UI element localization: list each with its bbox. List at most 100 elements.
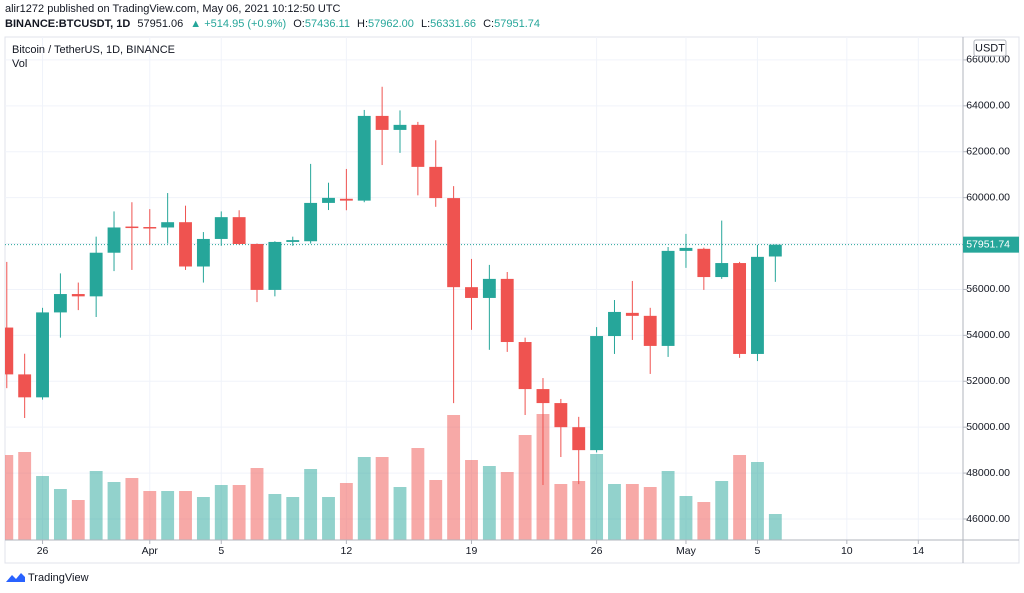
candle-body [715, 263, 729, 278]
candle-body [286, 240, 300, 242]
x-tick-label: 19 [466, 545, 478, 557]
volume-bar [643, 487, 657, 540]
candle-body [214, 217, 228, 239]
candle-body [429, 166, 443, 199]
volume-bar [751, 462, 764, 540]
volume-bar [590, 454, 604, 540]
volume-bar [482, 466, 496, 540]
volume-bar [161, 491, 175, 540]
candle-body [500, 278, 514, 343]
logo-icon [6, 573, 25, 582]
candle-body [572, 427, 586, 451]
volume-bar [232, 485, 246, 540]
y-tick-label: 56000.00 [966, 283, 1010, 295]
currency[interactable]: USDT [975, 42, 1005, 54]
volume-bar [143, 491, 157, 540]
symbol: BINANCE:BTCUSDT, 1D [5, 18, 130, 30]
candle-body [125, 226, 139, 229]
candle-body [536, 389, 550, 404]
volume-bar [179, 491, 192, 540]
candle-body [768, 244, 782, 257]
candle-body [751, 256, 764, 354]
candle-body [411, 124, 425, 167]
candle-body [304, 202, 318, 242]
volume-bar [107, 482, 121, 540]
x-tick-label: 10 [841, 545, 853, 557]
y-tick-label: 62000.00 [966, 146, 1010, 158]
candle-body [322, 197, 335, 203]
volume-label: Vol [12, 58, 27, 70]
y-tick-label: 54000.00 [966, 329, 1010, 341]
volume-bar [608, 484, 621, 540]
candle-body [375, 115, 389, 130]
y-tick-label: 48000.00 [966, 467, 1010, 479]
volume-bar [411, 448, 425, 540]
x-tick-label: 26 [591, 545, 603, 557]
volume-bar [715, 481, 729, 540]
volume-bar [339, 483, 353, 540]
y-tick-label: 66000.00 [966, 54, 1010, 66]
volume-bar [214, 485, 228, 540]
high: 57962.00 [368, 18, 414, 30]
volume-bar [393, 487, 407, 540]
y-tick-label: 50000.00 [966, 421, 1010, 433]
close-label: C: [483, 18, 494, 30]
candle-body [232, 217, 246, 245]
candle-body [71, 294, 85, 297]
volume-bar [286, 497, 300, 540]
currency-box[interactable] [973, 39, 1007, 57]
publisher: alir1272 published on TradingView.com, M… [5, 3, 341, 15]
x-tick-label: 26 [37, 545, 49, 557]
x-tick-label: 5 [755, 545, 761, 557]
volume-bar [53, 489, 67, 540]
y-tick-label: 64000.00 [966, 100, 1010, 112]
candle-body [161, 222, 175, 228]
volume-bar [733, 455, 747, 540]
volume-bar [679, 496, 693, 540]
axes: 46000.00 48000.00 50000.00 52000.00 54000.00… [5, 37, 1019, 563]
candle-body [661, 250, 675, 346]
low-label: L: [421, 18, 430, 30]
volume-bar [304, 469, 318, 540]
y-tick-label: 46000.00 [966, 513, 1010, 525]
candle-body [357, 115, 371, 201]
volume-bar [429, 480, 443, 540]
candle-body [143, 227, 157, 229]
volume-pane [5, 414, 782, 540]
candle-body [608, 311, 621, 337]
last-price-label: 57951.74 [966, 238, 1010, 250]
close: 57951.74 [494, 18, 540, 30]
candle-body [643, 315, 657, 346]
volume-bar [554, 484, 568, 540]
candle-body [482, 278, 496, 298]
candle-body [590, 336, 604, 451]
volume-bar [125, 478, 139, 540]
brand: TradingView [28, 572, 89, 584]
candle-body [196, 238, 210, 267]
candle-body [733, 263, 747, 354]
volume-bar [625, 484, 639, 540]
candle-body [18, 374, 32, 398]
pane-title: Bitcoin / TetherUS, 1D, BINANCE [12, 44, 175, 56]
candle-body [697, 248, 711, 278]
candle-body [554, 403, 568, 428]
x-tick-label: 5 [218, 545, 224, 557]
candle-body [447, 198, 461, 288]
candle-body [36, 312, 49, 398]
volume-bar [18, 452, 32, 540]
high-label: H: [357, 18, 368, 30]
candle-body [679, 247, 693, 251]
candle-body [53, 294, 67, 313]
volume-bar [465, 460, 478, 540]
x-tick-label: May [676, 545, 697, 557]
candle-body [465, 287, 478, 298]
volume-bar [268, 494, 282, 540]
volume-bar [196, 497, 210, 540]
volume-bar [518, 435, 532, 540]
candle-body [5, 327, 14, 375]
open: 57436.11 [305, 18, 350, 30]
volume-bar [89, 471, 103, 540]
candle-body [179, 222, 192, 267]
volume-bar [697, 502, 711, 540]
